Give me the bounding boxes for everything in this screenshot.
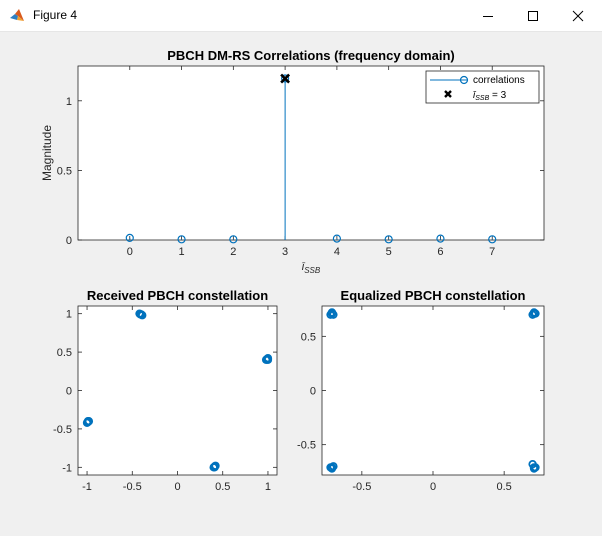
y-tick-label: 0.5 [301, 331, 316, 343]
maximize-button[interactable] [510, 0, 556, 31]
x-tick-label: 7 [489, 246, 495, 258]
legend-marker-circle [459, 75, 469, 85]
plot-area [321, 305, 545, 476]
y-tick-label: 1 [66, 96, 72, 108]
matlab-icon [10, 9, 24, 21]
window-title: Figure 4 [33, 8, 78, 22]
stem-marker [177, 235, 186, 244]
stem-marker [281, 74, 290, 83]
scatter-point [83, 417, 93, 426]
y-tick-label: -0.5 [297, 440, 316, 452]
minimize-icon [483, 15, 493, 17]
x-tick-label: 1 [178, 246, 184, 258]
chart-title: PBCH DM-RS Correlations (frequency domai… [167, 48, 454, 63]
x-tick-label: 4 [334, 246, 340, 258]
y-tick-label: 0.5 [57, 165, 72, 177]
legend-box [425, 70, 540, 104]
scatter-point [529, 308, 539, 317]
x-tick-label: 3 [282, 246, 288, 258]
axes-3: Equalized PBCH constellation -0.5 0 0.5 -0.5… [297, 288, 545, 493]
close-button[interactable] [555, 0, 601, 31]
x-tick-label: -0.5 [352, 481, 371, 493]
chart-title: Received PBCH constellation [87, 288, 268, 303]
x-tick-label: 2 [230, 246, 236, 258]
x-tick-label: 5 [386, 246, 392, 258]
x-tick-label: 0 [174, 481, 180, 493]
x-axis-label: īSSB [302, 261, 321, 275]
window-titlebar: Figure 4 [0, 0, 602, 32]
close-icon [572, 10, 584, 21]
stem-marker [332, 234, 341, 243]
y-tick-label: 0 [66, 386, 72, 398]
legend-entry-issb: īSSB = 3 [473, 90, 507, 102]
plot-area [77, 305, 278, 476]
x-tick-label: 0.5 [497, 481, 512, 493]
x-marker [280, 73, 291, 84]
scatter-point [327, 464, 337, 473]
maximize-icon [528, 10, 538, 21]
y-tick-label: 0 [310, 386, 316, 398]
axes-1: PBCH DM-RS Correlations (frequency domai… [40, 48, 545, 275]
legend-marker-x [444, 90, 452, 98]
x-tick-label: 6 [437, 246, 443, 258]
x-tick-label: 0 [430, 481, 436, 493]
scatter-point [529, 464, 539, 473]
y-axis-label: Magnitude [40, 125, 54, 181]
figure-area: PBCH DM-RS Correlations (frequency domai… [1, 32, 601, 531]
legend: correlations īSSB = 3 [425, 70, 540, 104]
scatter-point [263, 355, 273, 364]
stem-marker [125, 233, 134, 243]
stem-marker [384, 235, 393, 244]
y-tick-label: 0 [66, 235, 72, 247]
minimize-button[interactable] [465, 0, 511, 31]
scatter-point [138, 311, 147, 320]
stem-marker [488, 235, 497, 244]
x-tick-label: 0 [127, 246, 133, 258]
x-tick-label: 1 [265, 481, 271, 493]
x-tick-label: 0.5 [215, 481, 230, 493]
y-tick-label: -1 [62, 462, 72, 474]
x-tick-label: -0.5 [123, 481, 142, 493]
figure-canvas: PBCH DM-RS Correlations (frequency domai… [40, 48, 545, 493]
axes-2: Received PBCH constellation -1 -0.5 0 0.5 1 -1… [53, 288, 278, 493]
chart-title: Equalized PBCH constellation [341, 288, 526, 303]
y-tick-label: -0.5 [53, 424, 72, 436]
scatter-point [210, 463, 219, 472]
stem-marker [436, 234, 445, 243]
x-tick-label: -1 [82, 481, 92, 493]
scatter-point [327, 308, 337, 317]
y-tick-label: 1 [66, 309, 72, 321]
stem-marker [229, 235, 238, 244]
y-tick-label: 0.5 [57, 347, 72, 359]
legend-entry-correlations: correlations [473, 75, 525, 86]
